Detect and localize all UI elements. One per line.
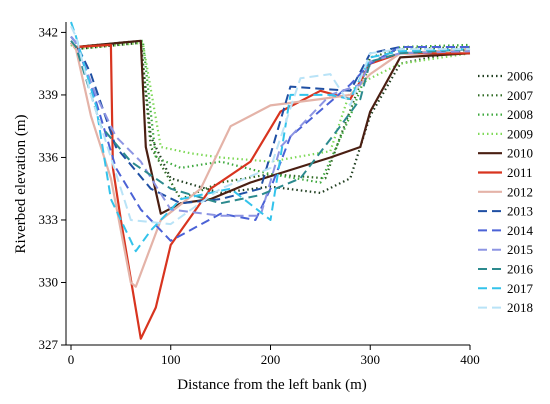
legend-label-2017: 2017	[507, 281, 534, 296]
x-tick-label: 200	[261, 352, 281, 367]
x-tick-label: 300	[360, 352, 380, 367]
y-tick-label: 327	[39, 337, 59, 352]
series-line-2015	[70, 35, 471, 217]
plot-area	[70, 21, 471, 340]
y-tick-label: 330	[39, 274, 59, 289]
legend-label-2016: 2016	[507, 262, 534, 277]
y-axis-title: Riverbed elevation (m)	[13, 114, 29, 253]
series-line-2010	[70, 39, 471, 215]
y-tick-label: 339	[39, 87, 59, 102]
y-tick-label: 336	[39, 149, 59, 164]
legend-label-2018: 2018	[507, 300, 533, 315]
series-line-2012	[70, 42, 471, 288]
legend-label-2006: 2006	[507, 69, 534, 84]
y-tick-label: 342	[39, 24, 59, 39]
series-line-2014	[70, 35, 470, 242]
legend-label-2009: 2009	[507, 126, 533, 141]
series-line-2007	[70, 39, 471, 201]
legend-label-2008: 2008	[507, 107, 533, 122]
series-line-2017	[70, 21, 471, 253]
series-line-2018	[70, 25, 470, 226]
y-tick-label: 333	[39, 212, 59, 227]
legend-label-2014: 2014	[507, 223, 534, 238]
legend-label-2013: 2013	[507, 204, 533, 219]
axes: 0 100 200 300 400 327 330 333 336 339 342	[39, 22, 480, 367]
legend: 2006 2007 2008 2009 2010 2011 2012 2013 2014 2015…	[478, 69, 534, 315]
x-tick-label: 0	[68, 352, 75, 367]
x-tick-label: 400	[460, 352, 480, 367]
x-tick-label: 100	[161, 352, 181, 367]
legend-label-2015: 2015	[507, 242, 533, 257]
series-line-2006	[70, 41, 471, 194]
legend-label-2012: 2012	[507, 184, 533, 199]
legend-label-2007: 2007	[507, 88, 534, 103]
series-line-2008	[70, 39, 471, 184]
legend-label-2010: 2010	[507, 146, 533, 161]
x-axis-title: Distance from the left bank (m)	[177, 377, 367, 393]
legend-label-2011: 2011	[507, 165, 533, 180]
